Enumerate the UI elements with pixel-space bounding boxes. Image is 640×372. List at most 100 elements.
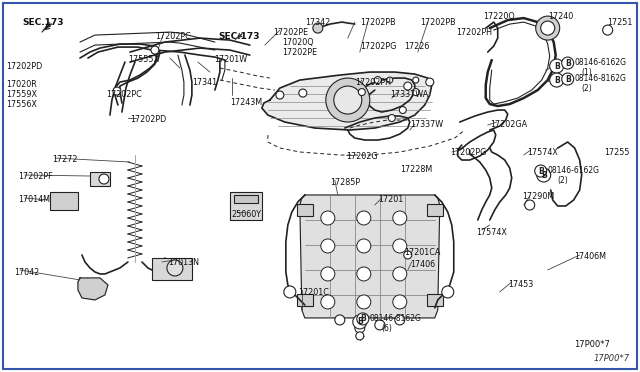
Circle shape [334,86,362,114]
Text: 17201: 17201 [378,195,403,204]
Bar [230,192,262,220]
Circle shape [393,239,407,253]
Circle shape [395,315,404,325]
Text: 17P00*7: 17P00*7 [593,354,630,363]
Circle shape [321,239,335,253]
Circle shape [393,295,407,309]
Text: 17285P: 17285P [330,178,360,187]
Text: 17202PE: 17202PE [273,28,308,37]
Text: SEC.173: SEC.173 [22,18,63,27]
Bar [152,258,192,280]
Circle shape [404,251,412,259]
Text: 17342: 17342 [305,18,330,27]
Text: 17240: 17240 [548,12,573,21]
Circle shape [537,168,550,182]
Text: 17255: 17255 [604,148,629,157]
Circle shape [335,315,345,325]
Circle shape [393,211,407,225]
Circle shape [375,320,385,330]
Circle shape [356,332,364,340]
Text: 08146-6162G: 08146-6162G [548,166,600,175]
Text: (2): (2) [582,84,593,93]
Circle shape [550,59,564,73]
Bar [427,294,443,306]
Text: 17020R: 17020R [6,80,36,89]
Text: 17202PD: 17202PD [130,115,166,124]
Text: 17453: 17453 [508,280,533,289]
Circle shape [313,23,323,33]
Text: 17202PG: 17202PG [360,42,396,51]
Text: 08146-6162G: 08146-6162G [575,58,627,67]
Circle shape [284,286,296,298]
Bar [50,192,78,210]
Circle shape [393,267,407,281]
Text: 17202PC: 17202PC [106,90,141,99]
Text: 17228M: 17228M [400,165,432,174]
Text: 17P00*7: 17P00*7 [573,340,609,349]
Circle shape [603,25,612,35]
Circle shape [374,77,381,84]
Text: 17406M: 17406M [573,252,605,261]
Circle shape [357,313,369,325]
Circle shape [113,87,121,95]
Text: 17226: 17226 [404,42,429,51]
Text: 17202PC: 17202PC [155,32,191,41]
Text: 17202PD: 17202PD [6,62,42,71]
Text: 17202PG: 17202PG [450,148,486,157]
Text: 17042: 17042 [14,268,39,277]
Polygon shape [78,278,108,300]
Text: 17251: 17251 [607,18,632,27]
Text: 17014M: 17014M [18,195,50,204]
Circle shape [541,21,555,35]
Text: B: B [357,317,363,326]
Bar [234,195,258,203]
Text: 17020Q: 17020Q [282,38,314,47]
Text: (6): (6) [382,324,393,333]
Circle shape [299,89,307,97]
Circle shape [413,77,419,83]
Circle shape [442,286,454,298]
Polygon shape [262,72,432,130]
Circle shape [388,115,396,122]
Circle shape [321,295,335,309]
Text: 17202G: 17202G [346,152,378,161]
Circle shape [353,315,367,329]
Circle shape [412,89,419,96]
Text: 17574X: 17574X [527,148,557,157]
Circle shape [357,239,371,253]
Text: B: B [360,314,365,323]
Circle shape [562,57,573,69]
Circle shape [357,295,371,309]
Text: 17013N: 17013N [168,258,199,267]
Text: B: B [554,76,559,84]
Circle shape [326,78,370,122]
Polygon shape [300,195,440,318]
Text: 17574X: 17574X [476,228,507,237]
Circle shape [357,211,371,225]
Text: 17559X: 17559X [6,90,37,99]
Circle shape [321,267,335,281]
Circle shape [399,106,406,113]
Text: 25060Y: 25060Y [232,210,262,219]
Text: 17341: 17341 [192,78,217,87]
Text: 17337W: 17337W [410,120,443,129]
Circle shape [404,82,412,90]
Text: (1): (1) [582,68,593,77]
Circle shape [562,73,573,85]
Circle shape [151,46,159,54]
Circle shape [536,16,560,40]
Bar [297,294,313,306]
Text: B: B [565,74,571,84]
Text: 17555X: 17555X [128,55,159,64]
Text: 08146-8162G: 08146-8162G [370,314,422,323]
Text: 17406: 17406 [410,260,435,269]
Bar [297,204,313,216]
Text: 17201CA: 17201CA [404,248,440,257]
Text: B: B [541,170,547,180]
Circle shape [99,174,109,184]
Bar [90,172,110,186]
Text: 17201W: 17201W [214,55,247,64]
Circle shape [534,165,547,177]
Circle shape [387,77,393,83]
Circle shape [358,89,365,96]
